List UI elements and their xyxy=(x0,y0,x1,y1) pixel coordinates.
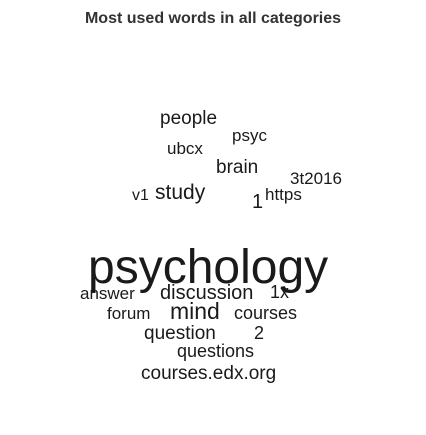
word-1x: 1x xyxy=(270,282,289,302)
word-mind: mind xyxy=(170,298,220,324)
word-courses: courses xyxy=(234,303,297,323)
word-questions: questions xyxy=(177,341,254,361)
word-people: people xyxy=(160,108,217,129)
chart-title: Most used words in all categories xyxy=(84,10,342,27)
word-psyc: psyc xyxy=(232,126,267,145)
word-psychology: psychology xyxy=(88,241,328,294)
word-https: https xyxy=(265,185,302,204)
word-courses-edx-org: courses.edx.org xyxy=(141,363,276,384)
word-study: study xyxy=(155,181,206,204)
word-question: question xyxy=(144,323,216,344)
word-discussion: discussion xyxy=(160,282,253,304)
word-ubcx: ubcx xyxy=(167,139,203,158)
word-1: 1 xyxy=(252,191,263,213)
word-answer: answer xyxy=(80,284,135,303)
word-3t2016: 3t2016 xyxy=(290,169,342,188)
word-brain: brain xyxy=(216,157,258,178)
word-2: 2 xyxy=(254,323,264,343)
word-forum: forum xyxy=(107,304,150,323)
word-v1: v1 xyxy=(132,187,149,204)
word-cloud-words: psychology people psyc ubcx brain 3t2016 v1 stu… xyxy=(80,108,342,384)
